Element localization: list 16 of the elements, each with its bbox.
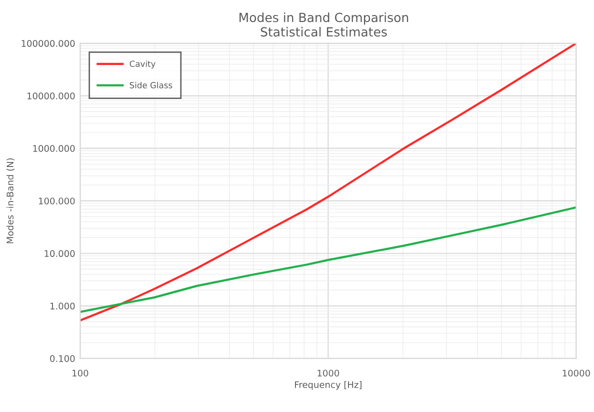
y-tick-label: 0.100 [50, 355, 75, 362]
x-tick-label: 1000 [318, 370, 340, 377]
y-tick-label: 1.000 [50, 302, 75, 310]
y-tick-label: 10000.000 [28, 92, 75, 100]
y-tick-label: 100000.000 [22, 40, 75, 47]
chart-title: Modes in Band Comparison [240, 12, 408, 25]
legend-label: Cavity [130, 60, 156, 69]
chart-subtitle: Statistical Estimates [260, 26, 387, 37]
x-axis-title: Frequency [Hz] [295, 381, 362, 390]
y-tick-label: 10.000 [44, 250, 75, 257]
x-tick-label: 10000 [562, 370, 590, 377]
y-axis-title: Modes -in-Band (N) [6, 158, 15, 244]
y-tick-label: 1000.000 [33, 145, 75, 152]
legend-label: Side Glass [130, 82, 172, 88]
y-tick-label: 100.000 [38, 198, 75, 204]
x-tick-label: 100 [72, 370, 88, 377]
